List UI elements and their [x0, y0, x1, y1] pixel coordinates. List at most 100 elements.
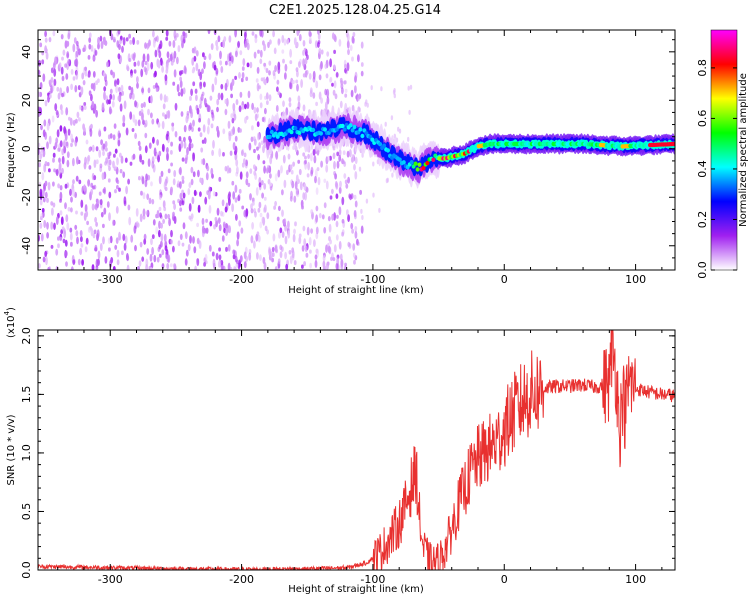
noise-blob [40, 213, 43, 219]
noise-blob [380, 86, 383, 92]
noise-blob [114, 189, 117, 194]
noise-blob [309, 249, 312, 254]
noise-blob [220, 262, 224, 270]
noise-blob [77, 85, 81, 91]
tone-track-core [311, 127, 316, 133]
noise-blob [332, 89, 336, 96]
noise-blob [288, 250, 292, 255]
noise-blob [278, 205, 281, 212]
noise-blob [277, 91, 281, 96]
noise-blob [199, 81, 203, 87]
noise-blob [188, 182, 192, 189]
noise-blob [208, 244, 212, 252]
tone-track-core [267, 134, 272, 140]
noise-blob [90, 44, 94, 52]
snr-frame [37, 329, 676, 571]
noise-blob [137, 266, 140, 270]
noise-blob [227, 120, 231, 129]
noise-blob [308, 237, 312, 246]
noise-blob [72, 43, 76, 53]
noise-blob [150, 262, 154, 269]
noise-blob [93, 175, 97, 181]
noise-blob [127, 204, 131, 211]
noise-blob [70, 68, 74, 75]
noise-blob [408, 109, 411, 115]
noise-blob [215, 67, 219, 75]
noise-blob [254, 37, 258, 44]
noise-blob [80, 243, 84, 248]
noise-blob [94, 244, 98, 251]
noise-blob [210, 43, 214, 51]
noise-blob [180, 111, 184, 117]
noise-blob [284, 235, 288, 245]
noise-blob [345, 183, 349, 189]
noise-blob [335, 220, 339, 228]
noise-blob [239, 128, 242, 133]
noise-blob [296, 83, 299, 92]
noise-blob [63, 126, 66, 134]
noise-blob [301, 264, 304, 269]
noise-blob [219, 50, 222, 60]
noise-blob [95, 109, 98, 118]
noise-blob [158, 206, 162, 212]
noise-blob [102, 223, 105, 229]
noise-blob [152, 30, 155, 38]
noise-blob [249, 168, 253, 174]
noise-blob [179, 80, 183, 89]
noise-blob [277, 169, 281, 178]
noise-blob [177, 45, 181, 53]
noise-blob [74, 224, 78, 230]
noise-blob [166, 110, 169, 119]
noise-blob [316, 167, 320, 172]
noise-blob [251, 125, 254, 131]
noise-blob [256, 231, 260, 237]
noise-blob [90, 93, 93, 102]
colorbar: 0.0 0.2 0.4 0.6 0.8 Normalized spectral ampl… [696, 29, 749, 279]
noise-blob [192, 152, 196, 162]
noise-blob [233, 266, 236, 270]
noise-blob [69, 188, 72, 196]
noise-blob [89, 128, 93, 137]
noise-blob [332, 257, 336, 262]
noise-blob [302, 225, 306, 232]
noise-blob [170, 150, 173, 155]
noise-blob [196, 107, 200, 115]
y-tick-label: 2.0 [20, 327, 33, 345]
noise-blob [188, 215, 192, 220]
noise-blob [255, 187, 259, 196]
noise-blob [238, 220, 242, 227]
noise-blob [104, 256, 108, 264]
noise-blob [263, 165, 266, 174]
noise-blob [137, 60, 140, 67]
noise-blob [131, 92, 135, 100]
noise-blob [60, 66, 64, 75]
noise-blob [112, 71, 116, 79]
snr-y-axis-label: SNR (10 * v/v) [6, 414, 17, 485]
noise-blob [160, 170, 164, 177]
noise-blob [82, 80, 86, 86]
noise-blob [101, 172, 105, 181]
tone-track-core [319, 131, 323, 136]
noise-blob [284, 72, 287, 80]
noise-blob [282, 58, 285, 64]
noise-blob [86, 220, 89, 226]
noise-blob [67, 128, 71, 136]
noise-blob [123, 242, 127, 251]
noise-blob [166, 147, 169, 154]
noise-blob [99, 163, 103, 169]
noise-blob [69, 232, 73, 241]
noise-blob [165, 36, 169, 41]
x-tick-label: 100 [625, 573, 646, 586]
noise-blob [76, 111, 80, 119]
noise-blob [189, 122, 193, 130]
noise-blob [52, 202, 56, 208]
y-tick-label: 1.5 [20, 386, 33, 404]
noise-blob [95, 258, 99, 268]
noise-blob [42, 188, 45, 197]
noise-blob [304, 155, 307, 160]
noise-blob [304, 159, 307, 165]
noise-blob [144, 42, 147, 49]
noise-blob [385, 178, 389, 184]
noise-blob [99, 199, 103, 206]
noise-blob [106, 99, 109, 105]
